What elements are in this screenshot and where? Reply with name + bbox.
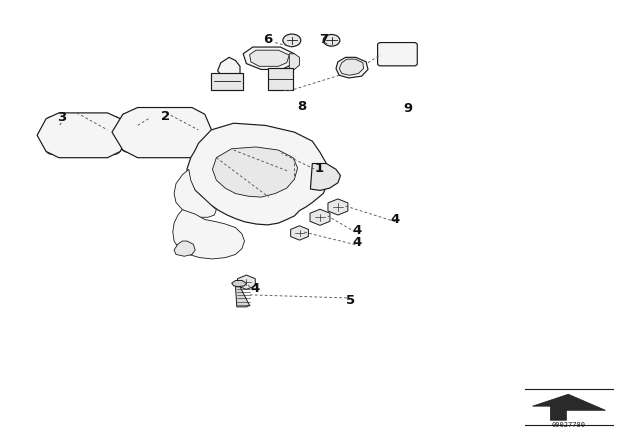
Polygon shape (237, 275, 255, 289)
Polygon shape (174, 169, 216, 217)
Text: 4: 4 (391, 213, 400, 226)
Circle shape (314, 213, 326, 222)
Polygon shape (174, 241, 195, 256)
Polygon shape (112, 108, 212, 158)
Text: 6: 6 (263, 33, 272, 46)
Bar (211, 73, 243, 90)
Text: 3: 3 (58, 111, 67, 124)
Polygon shape (250, 50, 289, 66)
Polygon shape (328, 199, 348, 215)
Circle shape (241, 278, 252, 286)
Polygon shape (236, 287, 250, 307)
Circle shape (192, 143, 205, 152)
Bar (268, 68, 293, 90)
Circle shape (332, 202, 344, 211)
Polygon shape (232, 280, 246, 287)
Circle shape (46, 146, 59, 155)
Polygon shape (310, 164, 340, 190)
Polygon shape (339, 59, 364, 75)
Text: 8: 8 (298, 100, 307, 113)
Text: 2: 2 (161, 110, 170, 123)
Polygon shape (289, 54, 300, 69)
Text: 4: 4 (353, 236, 362, 250)
Text: 1: 1 (314, 161, 323, 175)
Circle shape (192, 113, 205, 122)
Ellipse shape (50, 118, 116, 152)
Text: 5: 5 (346, 293, 355, 307)
Text: 9: 9 (404, 102, 413, 115)
Polygon shape (310, 209, 330, 225)
Circle shape (323, 34, 340, 46)
Polygon shape (336, 57, 368, 78)
Text: 7: 7 (319, 33, 328, 46)
Circle shape (283, 34, 301, 47)
Polygon shape (212, 147, 298, 197)
Circle shape (122, 113, 134, 122)
Text: 00027780: 00027780 (552, 422, 586, 428)
Text: 4: 4 (250, 282, 259, 296)
Circle shape (108, 116, 120, 125)
Text: 4: 4 (353, 224, 362, 237)
Ellipse shape (386, 48, 406, 60)
Polygon shape (243, 47, 294, 69)
Polygon shape (218, 57, 240, 78)
Polygon shape (187, 123, 330, 225)
FancyBboxPatch shape (378, 43, 417, 66)
Polygon shape (291, 226, 308, 240)
Polygon shape (173, 210, 244, 259)
Circle shape (46, 116, 59, 125)
Circle shape (294, 229, 305, 237)
Polygon shape (532, 394, 605, 420)
Circle shape (122, 143, 134, 152)
Polygon shape (37, 113, 128, 158)
Circle shape (108, 146, 120, 155)
Ellipse shape (125, 112, 202, 152)
